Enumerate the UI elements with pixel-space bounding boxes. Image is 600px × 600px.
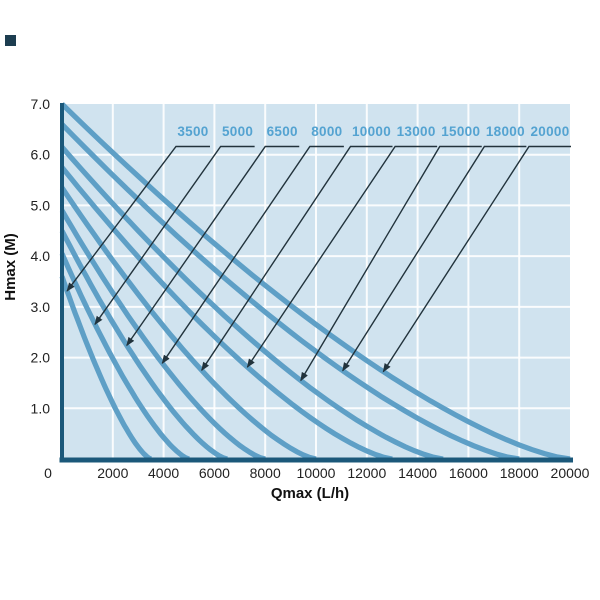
leader-arrow-6500: [126, 145, 300, 347]
y-tick-label: 4.0: [31, 248, 51, 264]
curve-label-5000: 5000: [222, 124, 253, 139]
curve-label-3500: 3500: [177, 124, 208, 139]
curve-label-15000: 15000: [441, 124, 480, 139]
curve-label-20000: 20000: [530, 124, 569, 139]
curve-label-13000: 13000: [397, 124, 436, 139]
y-axis-title: Hmax (M): [2, 233, 19, 301]
x-tick-label: 14000: [398, 465, 437, 481]
leader-arrow-15000: [300, 145, 482, 382]
curve-label-18000: 18000: [486, 124, 525, 139]
x-tick-label: 0: [44, 465, 52, 481]
y-tick-label: 6.0: [31, 147, 51, 163]
leader-arrow-5000: [94, 145, 255, 326]
pump-curve-8000: [59, 209, 266, 462]
y-axis-line: [60, 103, 64, 461]
curve-label-8000: 8000: [311, 124, 342, 139]
dark-square-mark: [5, 35, 16, 46]
y-tick-label: 1.0: [31, 400, 51, 416]
y-tick-label: 2.0: [31, 350, 51, 366]
pump-curve-3500: [59, 275, 152, 462]
x-tick-label: 18000: [500, 465, 539, 481]
y-tick-label: 3.0: [31, 299, 51, 315]
leader-arrow-3500: [66, 145, 210, 292]
x-tick-label: 20000: [551, 465, 590, 481]
pump-curve-18000: [60, 122, 520, 462]
x-axis-line: [59, 457, 573, 463]
curve-label-10000: 10000: [352, 124, 391, 139]
leader-arrow-8000: [161, 145, 344, 365]
x-axis-title: Qmax (L/h): [271, 485, 349, 502]
pump-curve-13000: [59, 165, 393, 462]
pump-curve-20000: [60, 102, 571, 462]
x-tick-label: 16000: [449, 465, 488, 481]
x-tick-label: 12000: [347, 465, 386, 481]
pump-curve-10000: [59, 186, 317, 462]
x-tick-label: 6000: [199, 465, 230, 481]
leader-arrow-18000: [342, 145, 527, 372]
y-tick-label: 5.0: [31, 197, 51, 213]
y-tick-label: 7.0: [31, 96, 51, 112]
x-tick-label: 10000: [297, 465, 336, 481]
leader-arrow-10000: [201, 145, 393, 372]
x-tick-label: 8000: [250, 465, 281, 481]
leader-arrow-20000: [382, 145, 571, 373]
pump-curve-15000: [60, 145, 444, 462]
pump-curve-5000: [59, 252, 190, 462]
curve-label-6500: 6500: [267, 124, 298, 139]
x-tick-label: 4000: [148, 465, 179, 481]
leader-arrow-13000: [246, 145, 438, 368]
x-tick-label: 2000: [97, 465, 128, 481]
pump-curve-6500: [59, 229, 228, 462]
